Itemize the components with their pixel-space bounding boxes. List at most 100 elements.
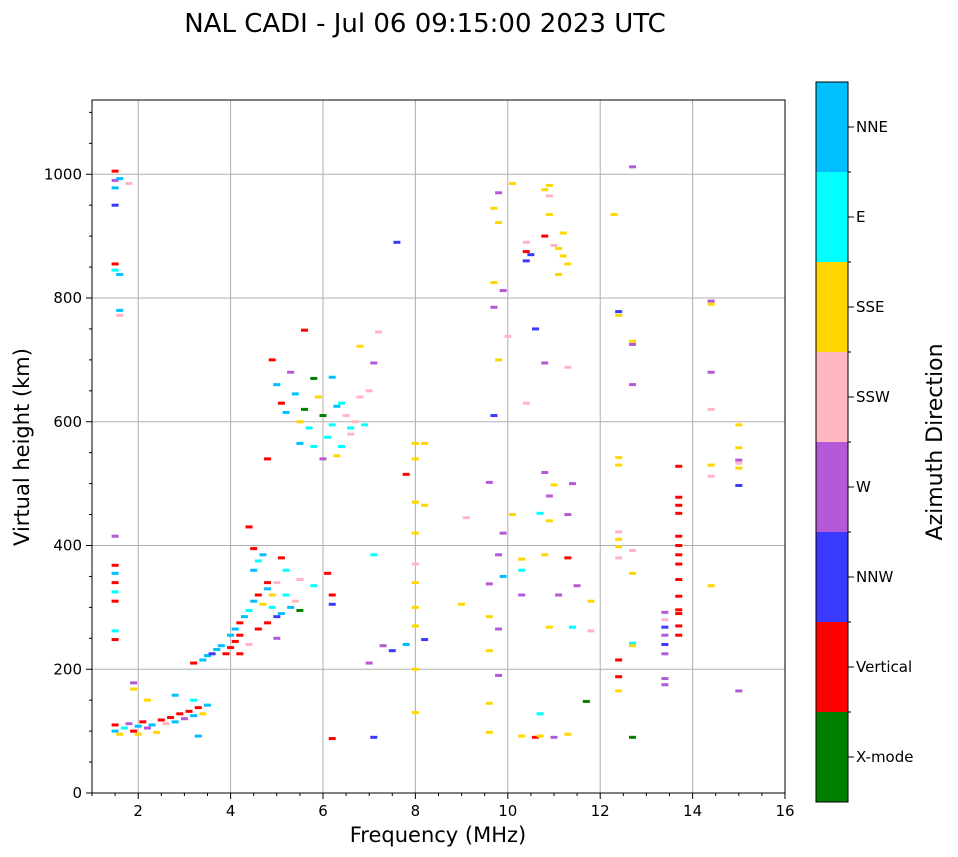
data-point [231, 627, 239, 631]
colorbar-segment [816, 712, 848, 802]
data-point [485, 701, 493, 705]
data-point [499, 574, 507, 578]
colorbar-segment [816, 262, 848, 352]
data-point [171, 720, 179, 724]
data-point [347, 432, 355, 436]
data-point [162, 722, 170, 726]
data-point [490, 281, 498, 285]
data-point [495, 673, 503, 677]
data-point [351, 420, 359, 424]
data-point [485, 649, 493, 653]
data-point [347, 426, 355, 430]
data-point [180, 717, 188, 721]
data-point [518, 593, 526, 597]
data-point [277, 556, 285, 560]
data-point [204, 703, 211, 707]
data-point [555, 272, 563, 276]
data-point [254, 627, 262, 631]
data-point [675, 633, 683, 637]
data-point [541, 188, 549, 192]
data-point [555, 247, 563, 250]
data-point [148, 723, 156, 727]
data-point [264, 587, 272, 591]
data-point [328, 602, 336, 606]
data-point [356, 344, 364, 348]
data-point [337, 401, 345, 405]
data-point [231, 639, 239, 643]
data-point [707, 474, 715, 478]
data-point [615, 689, 623, 693]
data-point [587, 599, 595, 603]
colorbar-segment [816, 532, 848, 622]
data-point [707, 584, 715, 588]
data-point [111, 268, 119, 272]
data-point [411, 711, 419, 715]
data-point [582, 699, 590, 703]
data-point [675, 544, 683, 547]
x-tick-label: 6 [318, 802, 328, 820]
data-point [333, 404, 341, 408]
data-point [176, 712, 184, 716]
data-point [573, 584, 581, 588]
data-point [143, 726, 151, 730]
data-point [111, 723, 119, 727]
data-point [522, 250, 530, 254]
data-point [296, 420, 304, 424]
colorbar-tick-label: W [856, 478, 871, 496]
data-point [495, 627, 503, 631]
data-point [661, 610, 669, 614]
x-tick-label: 12 [591, 802, 610, 820]
data-point [615, 545, 623, 549]
data-point [675, 608, 683, 612]
data-point [675, 534, 683, 538]
data-point [287, 370, 295, 374]
colorbar-tick-label: NNE [856, 118, 888, 136]
y-axis-label: Virtual height (km) [10, 348, 34, 546]
data-point [490, 206, 498, 210]
data-point [296, 608, 304, 612]
data-point [111, 599, 119, 603]
data-point [508, 182, 516, 186]
data-point [458, 602, 466, 606]
data-point [111, 629, 119, 633]
data-point [527, 253, 535, 257]
data-point [485, 480, 493, 484]
chart-title: NAL CADI - Jul 06 09:15:00 2023 UTC [184, 9, 666, 39]
data-point [370, 361, 378, 365]
colorbar-tick-label: SSW [856, 388, 890, 406]
data-point [199, 658, 207, 662]
data-point [675, 578, 683, 582]
data-point [661, 618, 669, 622]
data-point [111, 262, 119, 266]
data-point [268, 358, 276, 362]
data-point [111, 590, 119, 594]
data-point [264, 581, 272, 585]
data-point [273, 615, 281, 619]
data-point [374, 330, 382, 334]
data-point [421, 441, 429, 445]
x-tick-label: 16 [775, 802, 794, 820]
data-point [116, 308, 124, 312]
data-point [291, 599, 299, 603]
data-point [610, 212, 618, 216]
data-point [217, 644, 225, 648]
data-point [111, 534, 119, 538]
data-point [707, 407, 715, 411]
data-point [111, 169, 119, 173]
x-axis-label: Frequency (MHz) [350, 823, 526, 847]
x-tick-label: 4 [226, 802, 236, 820]
data-point [236, 621, 244, 625]
data-point [134, 724, 142, 728]
data-point [541, 361, 549, 365]
data-point [245, 608, 253, 612]
data-point [282, 568, 290, 572]
data-point [411, 562, 419, 566]
data-point [615, 658, 623, 662]
data-point [518, 557, 526, 561]
data-point [194, 734, 202, 738]
data-point [629, 548, 637, 552]
data-point [707, 302, 715, 306]
data-point [259, 602, 267, 606]
data-point [245, 643, 253, 646]
